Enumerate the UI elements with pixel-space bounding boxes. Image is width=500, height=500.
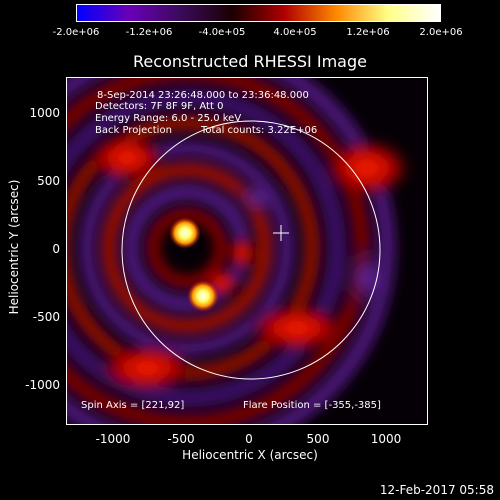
spin-axis-label: Spin Axis = [221,92]: [81, 400, 185, 411]
image-title: Reconstructed RHESSI Image: [133, 52, 367, 71]
y-tick: 500: [37, 174, 60, 188]
colorbar-tick: -1.2e+06: [125, 27, 173, 38]
rhessi-image-plot: 8-Sep-2014 23:26:48.000 to 23:36:48.000 …: [66, 77, 428, 425]
colorbar: [76, 4, 441, 22]
hot-source: [169, 217, 201, 249]
spin-axis-marker: [273, 225, 289, 241]
timestamp-footer: 12-Feb-2017 05:58: [379, 483, 494, 497]
solar-limb: [121, 120, 381, 380]
total-counts: Total counts: 3.22E+06: [201, 125, 318, 136]
method-label: Back Projection: [95, 125, 172, 136]
flare-position-label: Flare Position = [-355,-385]: [243, 400, 381, 411]
x-tick: -500: [167, 432, 195, 446]
y-tick: -1000: [25, 378, 60, 392]
colorbar-tick: 1.2e+06: [346, 27, 390, 38]
colorbar-tick: 2.0e+06: [419, 27, 463, 38]
y-tick: 0: [52, 242, 60, 256]
x-tick: 1000: [370, 432, 402, 446]
rhessi-image: [67, 78, 427, 424]
detectors-label: Detectors: 7F 8F 9F, Att 0: [95, 101, 224, 112]
emission-pattern: [67, 78, 412, 424]
x-tick: 0: [245, 432, 253, 446]
y-tick: -500: [32, 310, 60, 324]
y-axis-label: Heliocentric Y (arcsec): [7, 179, 21, 315]
time-range: 8-Sep-2014 23:26:48.000 to 23:36:48.000: [97, 90, 309, 101]
colorbar-tick: -2.0e+06: [52, 27, 100, 38]
x-tick: 500: [306, 432, 330, 446]
hot-source: [187, 280, 219, 312]
y-tick: 1000: [29, 106, 60, 120]
x-tick: -1000: [95, 432, 131, 446]
colorbar-tick: -4.0e+05: [198, 27, 246, 38]
x-axis-label: Heliocentric X (arcsec): [182, 448, 318, 462]
colorbar-tick: 4.0e+05: [273, 27, 317, 38]
energy-range: Energy Range: 6.0 - 25.0 keV: [95, 113, 242, 124]
